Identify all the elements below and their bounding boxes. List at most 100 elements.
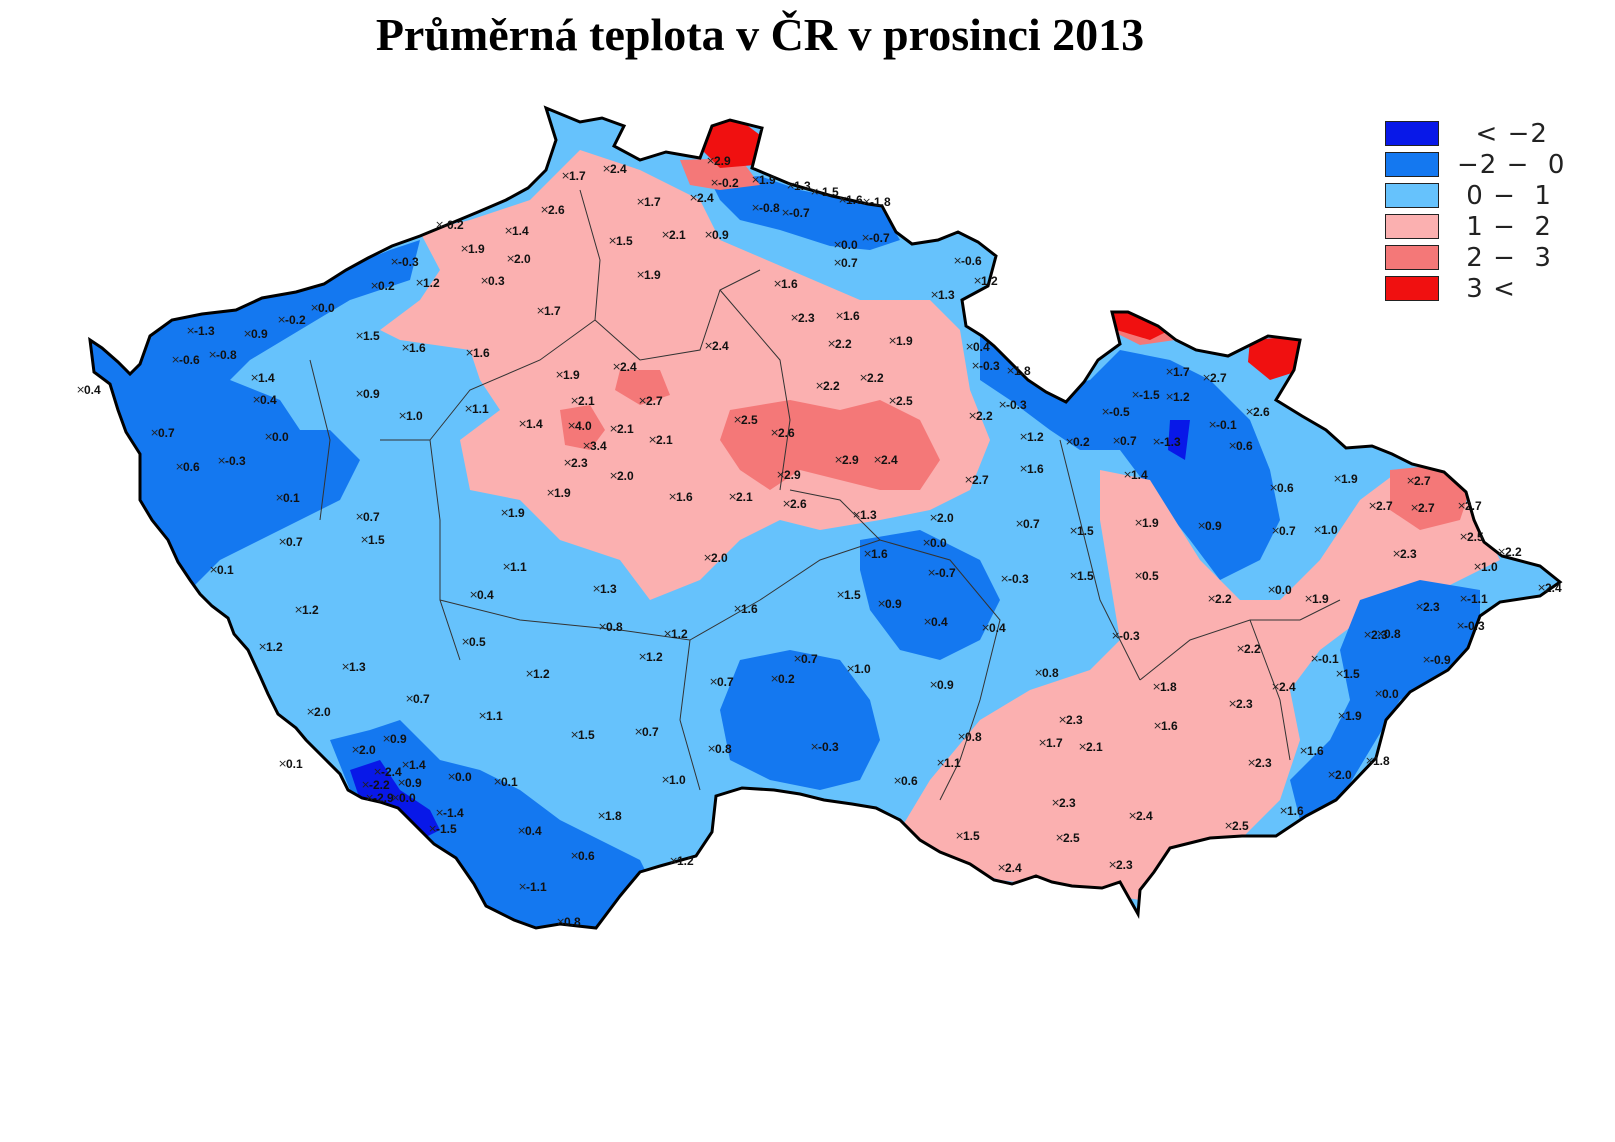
station-value: 1.9 [554,486,571,500]
station-marker: × [815,379,824,392]
station-marker: × [598,620,607,633]
station-marker: × [609,422,618,435]
station-value: 1.2 [1027,430,1044,444]
station-value: 2.4 [1279,680,1296,694]
station-marker: × [382,732,391,745]
station-value: 2.7 [972,473,989,487]
station-value: 0.8 [715,742,732,756]
station-value: 2.0 [1335,768,1352,782]
station-marker: × [1247,756,1256,769]
station-marker: × [401,758,410,771]
station-value: 2.3 [798,311,815,325]
station-value: 1.2 [423,276,440,290]
station-value: -0.8 [216,348,237,362]
station-value: -0.9 [1430,653,1451,667]
station-value: 2.4 [712,339,729,353]
station-value: -0.7 [869,231,890,245]
station-value: 2.2 [1244,642,1261,656]
station-value: 2.1 [617,422,634,436]
station-marker: × [1019,462,1028,475]
station-value: 2.5 [896,394,913,408]
station-value: 1.2 [981,274,998,288]
station-value: 0.0 [1275,583,1292,597]
station-marker: × [76,383,85,396]
station-marker: × [827,337,836,350]
station-value: 2.3 [1400,547,1417,561]
station-value: -0.2 [718,176,739,190]
station-value: 0.6 [578,849,595,863]
station-value: 2.9 [784,468,801,482]
station-marker: × [859,371,868,384]
station-marker: × [525,667,534,680]
station-marker: × [782,497,791,510]
station-value: 0.2 [378,279,395,293]
station-marker: × [793,652,802,665]
legend-swatch [1385,152,1439,177]
station-marker: × [602,162,611,175]
station-value: 1.6 [843,309,860,323]
station-value: 1.5 [963,829,980,843]
legend: < −2 −2 − 0 0 − 1 1 − 2 2 − 3 3 < [1385,118,1595,304]
station-marker: × [435,218,444,231]
station-marker: × [1459,530,1468,543]
station-value: 0.4 [84,383,101,397]
station-marker: × [1015,517,1024,530]
station-marker: × [555,368,564,381]
station-value: 2.2 [867,371,884,385]
station-value: 0.2 [1073,435,1090,449]
station-marker: × [706,154,715,167]
station-value: 0.4 [477,588,494,602]
station-marker: × [306,705,315,718]
station-value: 2.4 [1136,809,1153,823]
station-marker: × [1224,819,1233,832]
station-value: 2.2 [1215,592,1232,606]
station-value: 1.9 [1341,472,1358,486]
station-marker: × [888,394,897,407]
station-value: 2.0 [617,469,634,483]
station-value: 2.1 [736,490,753,504]
station-value: 0.8 [564,915,581,929]
station-marker: × [361,778,370,791]
station-marker: × [561,169,570,182]
station-marker: × [1457,499,1466,512]
station-marker: × [707,742,716,755]
legend-swatch [1385,214,1439,239]
zone-gt-3-north [700,118,760,168]
station-marker: × [957,730,966,743]
station-value: 0.6 [1277,481,1294,495]
station-value: 1.3 [349,660,366,674]
station-value: 2.2 [1505,545,1522,559]
station-value: 0.5 [1142,569,1159,583]
station-value: 1.5 [578,728,595,742]
station-value: -1.4 [443,806,464,820]
station-marker: × [770,672,779,685]
station-marker: × [405,692,414,705]
station-marker: × [833,238,842,251]
station-marker: × [1279,804,1288,817]
station-value: 0.8 [965,730,982,744]
station-marker: × [567,419,576,432]
station-value: 2.9 [714,154,731,168]
station-value: 2.4 [1005,861,1022,875]
station-marker: × [861,231,870,244]
station-value: -2.9 [373,791,394,805]
station-marker: × [1473,560,1482,573]
station-marker: × [661,228,670,241]
station-marker: × [447,770,456,783]
station-marker: × [704,228,713,241]
station-value: 0.8 [606,620,623,634]
station-marker: × [751,201,760,214]
station-marker: × [877,597,886,610]
station-value: 2.3 [1059,796,1076,810]
station-marker: × [480,274,489,287]
station-marker: × [365,791,374,804]
station-value: -0.3 [225,454,246,468]
station-marker: × [669,854,678,867]
station-marker: × [1123,468,1132,481]
station-value: 1.0 [1321,523,1338,537]
zone-2-3-prague [560,405,605,450]
station-marker: × [506,252,515,265]
station-value: 2.5 [1232,819,1249,833]
station-marker: × [1051,796,1060,809]
